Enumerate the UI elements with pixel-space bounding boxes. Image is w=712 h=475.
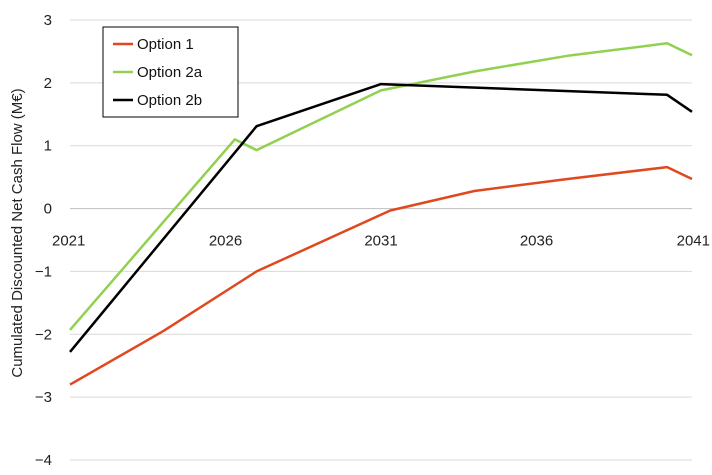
legend-label: Option 2a (137, 64, 203, 81)
series-line-option-2a (69, 42, 693, 331)
y-tick-label: 0 (44, 201, 52, 218)
y-tick-label: 1 (44, 138, 52, 155)
y-axis-tick-labels: −4 −3 −2 −1 0 1 2 3 (35, 12, 52, 469)
y-tick-label: 3 (44, 12, 52, 29)
x-tick-label: 2036 (520, 233, 553, 250)
legend-label: Option 2b (137, 92, 202, 109)
y-tick-label: 2 (44, 75, 52, 92)
series-lines (69, 42, 693, 386)
x-tick-label: 2021 (52, 233, 85, 250)
x-axis-tick-labels: 2021 2026 2031 2036 2041 (52, 233, 710, 250)
x-tick-label: 2026 (209, 233, 242, 250)
legend-label: Option 1 (137, 36, 194, 53)
y-tick-label: −4 (35, 452, 52, 469)
legend: Option 1 Option 2a Option 2b (102, 26, 239, 118)
y-axis-title: Cumulated Discounted Net Cash Flow (M€) (9, 88, 26, 377)
series-line-option-2b (69, 82, 693, 353)
x-tick-label: 2031 (364, 233, 397, 250)
y-tick-label: −2 (35, 326, 52, 343)
y-tick-label: −1 (35, 263, 52, 280)
series-line-option-1 (69, 165, 693, 386)
x-tick-label: 2041 (677, 233, 710, 250)
y-tick-label: −3 (35, 389, 52, 406)
